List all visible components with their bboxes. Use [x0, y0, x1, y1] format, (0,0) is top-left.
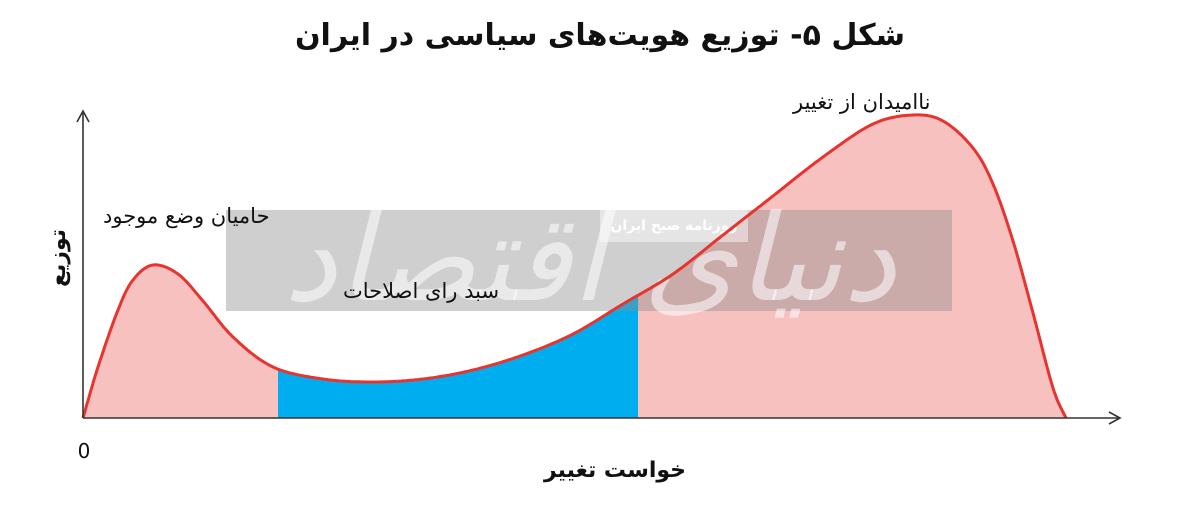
annotation-3: ناامیدان از تغییر — [792, 90, 931, 114]
origin-label: 0 — [78, 439, 91, 463]
area-segments — [83, 114, 1066, 419]
density-curve — [81, 113, 1068, 419]
area-segment-3 — [638, 114, 1066, 419]
watermark-text: روزنامه صبح ایران — [610, 218, 737, 234]
watermark: دنیای اقتصاد روزنامه صبح ایران — [226, 190, 952, 329]
watermark-band — [226, 210, 952, 311]
y-axis-arrow — [76, 109, 90, 123]
watermark-logo: دنیای اقتصاد — [284, 190, 897, 329]
x-axis-arrow — [1108, 411, 1122, 425]
area-segment-1 — [83, 264, 278, 418]
y-axis-label: توزیع — [46, 229, 71, 287]
annotation-1: حامیان وضع موجود — [103, 204, 270, 228]
chart-title: شکل ۵- توزیع هویت‌های سیاسی در ایران — [294, 18, 906, 53]
area-segment-2 — [278, 295, 638, 418]
annotation-2: سبد رای اصلاحات — [343, 279, 499, 303]
x-axis-label: خواست تغییر — [543, 458, 686, 483]
